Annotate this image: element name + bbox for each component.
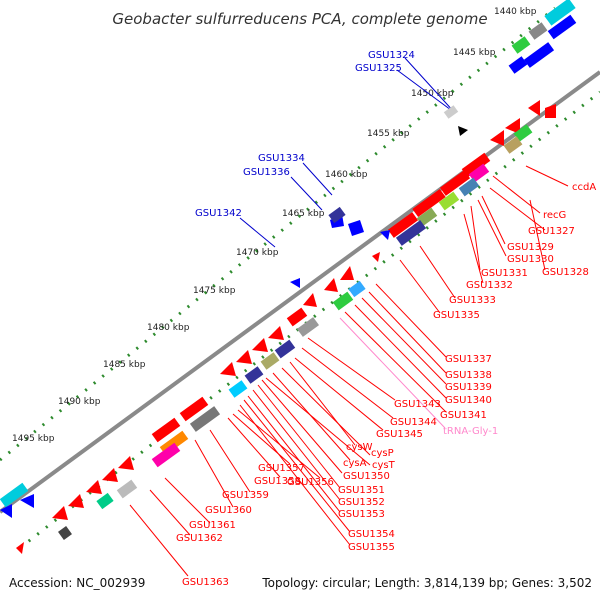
gene-label: GSU1330	[507, 254, 554, 265]
gene-label: ccdA	[572, 182, 596, 193]
genome-backbone	[0, 70, 600, 514]
scale-label: 1460 kbp	[325, 170, 368, 180]
gene-label: GSU1351	[338, 485, 385, 496]
gene-label: recG	[543, 210, 566, 221]
inner-tick-ring	[19, 90, 600, 550]
gene-label: cysA	[343, 458, 367, 469]
scale-label: 1475 kbp	[193, 286, 236, 296]
scale-label: 1485 kbp	[103, 360, 146, 370]
gene-label: GSU1334	[258, 153, 305, 164]
gene-label: GSU1357	[258, 463, 305, 474]
gene-label: GSU1332	[466, 280, 513, 291]
gene-label: GSU1345	[376, 429, 423, 440]
gene-label: GSU1331	[481, 268, 528, 279]
accession-text: Accession: NC_002939	[9, 576, 145, 590]
gene-label: GSU1343	[394, 399, 441, 410]
gene-label: GSU1350	[343, 471, 390, 482]
gene-label: GSU1355	[348, 542, 395, 553]
gene-label: GSU1336	[243, 167, 290, 178]
scale-label: 1490 kbp	[58, 397, 101, 407]
gene-label: GSU1358	[254, 476, 301, 487]
scale-label: 1465 kbp	[282, 209, 325, 219]
gene-label: GSU1361	[189, 520, 236, 531]
rna-label: tRNA-Gly-1	[443, 426, 498, 437]
gene-label: GSU1333	[449, 295, 496, 306]
gene-label: GSU1340	[445, 395, 492, 406]
gene-label: GSU1354	[348, 529, 395, 540]
gene-label: GSU1339	[445, 382, 492, 393]
scale-label: 1455 kbp	[367, 129, 410, 139]
gene-label: GSU1352	[338, 497, 385, 508]
scale-label: 1445 kbp	[453, 48, 496, 58]
scale-label: 1480 kbp	[147, 323, 190, 333]
gene-label: GSU1359	[222, 490, 269, 501]
gene-label: GSU1329	[507, 242, 554, 253]
gene-label: GSU1362	[176, 533, 223, 544]
gene-label: GSU1363	[182, 577, 229, 588]
gene-label: GSU1342	[195, 208, 242, 219]
genome-summary-text: Topology: circular; Length: 3,814,139 bp…	[261, 576, 592, 590]
gene-label: GSU1325	[355, 63, 402, 74]
gene-label: GSU1327	[528, 226, 575, 237]
gene-label: GSU1341	[440, 410, 487, 421]
map-title: Geobacter sulfurreducens PCA, complete g…	[112, 10, 487, 28]
gene-label: GSU1353	[338, 509, 385, 520]
gene-label: cysT	[372, 460, 396, 471]
upper-leader-lines	[239, 57, 456, 248]
reverse-genes	[0, 0, 577, 518]
scale-label: 1450 kbp	[411, 89, 454, 99]
lower-leader-lines	[129, 165, 569, 577]
gene-label: GSU1337	[445, 354, 492, 365]
gene-label: cysP	[371, 448, 394, 459]
forward-genes	[16, 100, 556, 554]
feature-blocks	[58, 105, 533, 540]
gene-label: GSU1356	[287, 477, 334, 488]
rna-leader-line	[339, 317, 446, 429]
scale-label: 1470 kbp	[236, 248, 279, 258]
scale-label: 1440 kbp	[494, 7, 537, 17]
gene-label: GSU1335	[433, 310, 480, 321]
gene-label: GSU1360	[205, 505, 252, 516]
scale-label: 1495 kbp	[12, 434, 55, 444]
gene-label: GSU1338	[445, 370, 492, 381]
gene-label: GSU1344	[390, 417, 437, 428]
gene-label: GSU1324	[368, 50, 415, 61]
gene-label: GSU1328	[542, 267, 589, 278]
gene-label: cysW	[346, 442, 373, 453]
